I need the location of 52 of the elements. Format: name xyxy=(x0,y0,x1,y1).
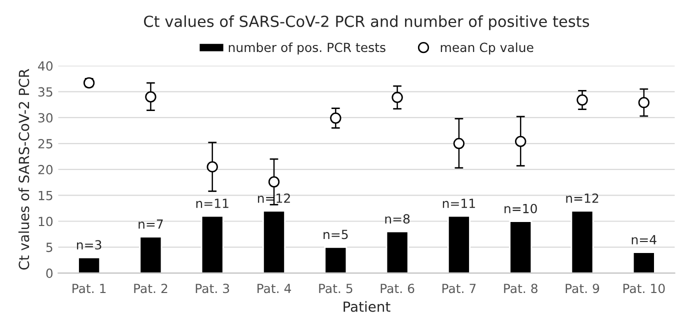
chart-title: Ct values of SARS-CoV-2 PCR and number of positive tests xyxy=(144,15,590,30)
y-tick-label: 10 xyxy=(38,216,53,226)
x-tick-label: Pat. 1 xyxy=(72,284,106,294)
y-axis-title: Ct values of SARS-CoV-2 PCR xyxy=(18,68,30,270)
y-tick-label: 0 xyxy=(46,268,53,278)
x-tick-label: Pat. 10 xyxy=(623,284,665,294)
y-tick-label: 15 xyxy=(38,190,52,200)
y-tick-label: 20 xyxy=(38,164,53,174)
x-tick-label: Pat. 4 xyxy=(258,284,292,294)
bar xyxy=(139,236,162,274)
bar xyxy=(509,220,532,274)
point xyxy=(330,112,342,124)
y-tick-label: 25 xyxy=(38,139,52,148)
bar xyxy=(200,215,224,274)
point xyxy=(206,161,218,172)
point xyxy=(453,138,465,150)
y-tick-label: 30 xyxy=(38,113,53,123)
point xyxy=(145,91,156,102)
bar xyxy=(324,246,348,274)
x-tick-label: Pat. 6 xyxy=(380,284,414,294)
data-label: n=12 xyxy=(566,193,598,203)
y-tick-label: 35 xyxy=(38,87,52,97)
x-tick-label: Pat. 8 xyxy=(504,284,538,294)
data-label: n=11 xyxy=(442,198,475,208)
legend-label: number of pos. PCR tests xyxy=(228,42,386,55)
point xyxy=(268,176,280,188)
data-label: n=4 xyxy=(632,235,656,244)
x-tick-label: Pat. 7 xyxy=(442,284,476,294)
x-tick-label: Pat. 3 xyxy=(196,284,230,294)
data-label: n=5 xyxy=(324,230,348,240)
x-axis-title: Patient xyxy=(344,301,390,312)
y-tick-label: 5 xyxy=(46,242,52,252)
point xyxy=(392,92,403,104)
bar xyxy=(632,252,656,274)
point xyxy=(514,136,526,148)
bar xyxy=(78,256,101,274)
y-tick-label: 40 xyxy=(38,61,53,71)
point xyxy=(576,94,588,106)
bar xyxy=(262,210,286,274)
data-label: n=11 xyxy=(196,198,228,208)
bar xyxy=(570,210,594,274)
data-label: n=10 xyxy=(504,204,537,214)
legend-label: mean Cp value xyxy=(440,42,534,55)
x-tick-label: Pat. 9 xyxy=(566,284,600,294)
data-label: n=8 xyxy=(385,214,410,224)
bar xyxy=(386,230,409,274)
x-tick-label: Pat. 5 xyxy=(319,284,352,294)
x-tick-label: Pat. 2 xyxy=(134,284,168,294)
data-label: n=7 xyxy=(138,220,163,229)
data-label: n=3 xyxy=(77,240,102,250)
point xyxy=(638,96,650,108)
bar xyxy=(447,215,470,274)
